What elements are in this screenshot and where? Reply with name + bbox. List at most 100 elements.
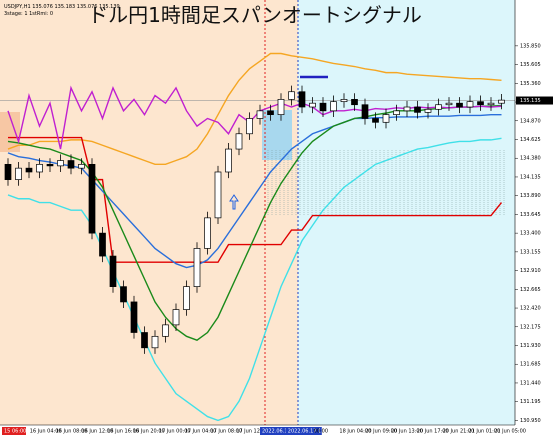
y-tick-label: 132.910 xyxy=(520,268,541,274)
x-tick-label: 20 Jun 17:00 xyxy=(417,429,449,435)
candle-body xyxy=(78,163,85,169)
candle-body xyxy=(298,91,306,108)
cloud-hatch xyxy=(267,150,505,215)
x-tick-label: 2022.06.17 18:00 xyxy=(262,429,307,435)
candle-body xyxy=(267,110,274,116)
y-tick-label: 132.665 xyxy=(520,287,541,293)
candle-body xyxy=(477,101,484,106)
candle-body xyxy=(487,102,495,106)
candle-body xyxy=(4,163,12,180)
y-tick-label: 135.605 xyxy=(520,62,541,68)
x-tick-label: 16 Jun 12:00 xyxy=(81,429,113,435)
y-tick-label: 134.135 xyxy=(520,174,541,180)
candle-body xyxy=(498,99,505,104)
candle-body xyxy=(340,99,348,103)
header-info: USDJPY,H1 135.076 135.183 135.076 135.13… xyxy=(4,4,120,10)
candle-body xyxy=(466,101,474,108)
candle-body xyxy=(351,99,358,106)
x-tick-label: 18 Jun 04:00 xyxy=(339,429,371,435)
y-tick-label: 133.890 xyxy=(520,193,541,199)
y-tick-label: 131.685 xyxy=(520,362,541,368)
candle-body xyxy=(183,286,190,310)
x-tick-label: 16 Jun 16:00 xyxy=(107,429,139,435)
signal-arrow xyxy=(229,194,239,210)
candle-body xyxy=(46,163,54,167)
y-tick-label: 134.870 xyxy=(520,118,541,124)
candle-body xyxy=(288,91,295,100)
candle-body xyxy=(141,332,148,349)
candle-body xyxy=(204,217,211,249)
future-zone xyxy=(298,0,515,425)
x-tick-label: 17 Jun 04:00 xyxy=(185,429,217,435)
y-tick-label: 130.950 xyxy=(520,418,541,424)
y-tick-label: 131.195 xyxy=(520,399,541,405)
candle-body xyxy=(372,118,379,123)
candle-body xyxy=(151,335,159,349)
x-tick-label: 17 Jun 08:00 xyxy=(210,429,242,435)
candle-body xyxy=(214,171,222,219)
y-tick-label: 132.175 xyxy=(520,324,541,330)
candle-body xyxy=(319,102,327,112)
candle-body xyxy=(67,160,75,169)
y-tick-label: 135.360 xyxy=(520,81,541,87)
candle-body xyxy=(456,102,463,108)
candle-body xyxy=(120,286,127,303)
candle-body xyxy=(330,101,337,112)
chart-title: ドル円1時間足スパンオートシグナル xyxy=(88,3,422,27)
candle-body xyxy=(15,167,22,180)
y-tick-label: 131.930 xyxy=(520,343,541,349)
candle-body xyxy=(193,248,201,287)
header-info: 3stage: 1 1stRmi: 0 xyxy=(4,11,53,17)
past-zone xyxy=(0,0,298,425)
x-tick-label: 16 Jun 04:00 xyxy=(30,429,62,435)
candle-body xyxy=(99,232,106,257)
axes: 135.850135.605135.360135.115134.870134.6… xyxy=(2,43,553,435)
y-tick-label: 134.625 xyxy=(520,137,541,143)
highlight-box xyxy=(262,110,292,160)
candle-body xyxy=(256,110,264,119)
y-tick-label: 134.380 xyxy=(520,156,541,162)
candle-body xyxy=(382,114,390,123)
x-tick-label: 16 Jun 20:00 xyxy=(133,429,165,435)
price-axis xyxy=(515,0,553,437)
x-tick-label: 00:00 xyxy=(314,429,328,435)
candle-body xyxy=(36,163,43,173)
candle-body xyxy=(225,148,232,173)
last-price-box xyxy=(516,96,553,105)
x-tick-label: 20 Jun 13:00 xyxy=(391,429,423,435)
y-tick-label: 132.420 xyxy=(520,306,541,312)
candle-body xyxy=(424,108,432,113)
candle-body xyxy=(393,110,400,116)
candle-body xyxy=(172,309,180,326)
x-tick-label: 17 Jun 12:00 xyxy=(236,429,268,435)
candle-body xyxy=(403,106,411,112)
candle-body xyxy=(162,324,169,337)
x-label-highlight xyxy=(2,427,26,435)
x-label-highlight xyxy=(285,427,322,435)
x-tick-label: 20 Jun 09:00 xyxy=(365,429,397,435)
plot xyxy=(0,52,515,422)
indicator-line xyxy=(7,52,502,166)
candle-body xyxy=(361,104,369,119)
x-label-highlight xyxy=(260,427,296,435)
x-tick-label: 2022.06.17 13:00 xyxy=(288,429,333,435)
x-tick-label: 17 Jun 00:00 xyxy=(159,429,191,435)
x-tick-label: 20 Jun 21:00 xyxy=(443,429,475,435)
candle-body xyxy=(445,102,453,106)
x-tick-label: 16 Jun 08:00 xyxy=(56,429,88,435)
y-tick-label: 135.850 xyxy=(520,43,541,49)
last-price-label: 135.135 xyxy=(520,98,541,104)
candle-body xyxy=(277,99,285,116)
y-tick-label: 133.400 xyxy=(520,231,541,237)
candle-body xyxy=(25,167,33,173)
candle-body xyxy=(57,160,64,167)
candle-body xyxy=(246,118,253,135)
y-tick-label: 133.155 xyxy=(520,249,541,255)
candle-body xyxy=(435,104,442,110)
candle-body xyxy=(235,133,243,150)
x-tick-label: 15 06:00 xyxy=(4,429,26,435)
candle-body xyxy=(109,255,117,287)
y-tick-label: 131.440 xyxy=(520,380,541,386)
x-tick-label: 21 Jun 01:00 xyxy=(468,429,500,435)
